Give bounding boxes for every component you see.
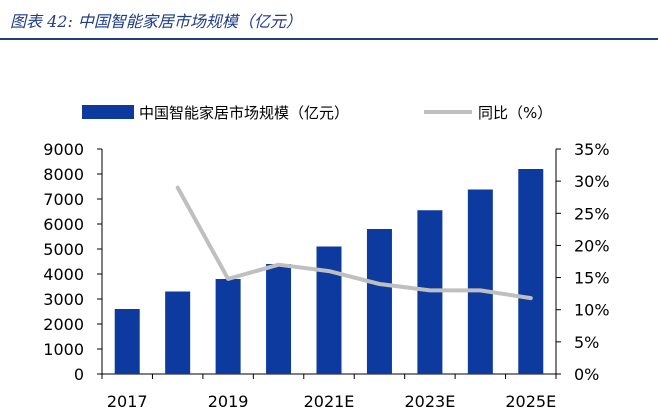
left-axis-tick-label: 3000 [43, 290, 84, 309]
bar-2021E [316, 246, 342, 374]
legend-bar-swatch [82, 105, 134, 119]
yoy-line [175, 185, 533, 301]
yoy-point-2022E [378, 283, 380, 285]
left-axis-tick-label: 2000 [43, 315, 84, 334]
yoy-point-2019 [227, 278, 229, 280]
bar-2020 [266, 264, 292, 374]
left-axis-tick-label: 8000 [43, 165, 84, 184]
yoy-point-2023E [429, 289, 431, 291]
yoy-point-2021E [328, 270, 330, 272]
right-axis-tick-label: 25% [574, 204, 610, 223]
right-axis-tick-label: 0% [574, 365, 599, 384]
yoy-point-2025E [530, 297, 532, 299]
left-axis-tick-label: 1000 [43, 340, 84, 359]
x-axis-tick-label: 2017 [107, 392, 148, 411]
right-axis-tick-label: 30% [574, 172, 610, 191]
right-axis-tick-label: 5% [574, 333, 599, 352]
yoy-point-2020 [278, 264, 280, 266]
left-axis-tick-label: 4000 [43, 265, 84, 284]
right-axis-tick-label: 10% [574, 301, 610, 320]
right-axis-tick-label: 15% [574, 269, 610, 288]
left-axis-tick-label: 7000 [43, 190, 84, 209]
bar-2024E [467, 189, 493, 374]
x-axis-tick-label: 2019 [208, 392, 249, 411]
x-axis-tick-label: 2021E [304, 392, 355, 411]
legend-bar-label: 中国智能家居市场规模（亿元） [139, 104, 349, 122]
bar-2025E [518, 169, 544, 374]
right-axis-tick-label: 35% [574, 140, 610, 159]
yoy-point-2018 [177, 187, 179, 189]
left-axis-tick-label: 9000 [43, 140, 84, 159]
right-axis-tick-label: 20% [574, 236, 610, 255]
bar-2017 [114, 309, 140, 374]
legend-line-label: 同比（%） [478, 104, 552, 122]
bar-2018 [165, 291, 191, 374]
bar-2022E [366, 229, 392, 374]
bar-2019 [215, 279, 241, 374]
yoy-point-2024E [479, 289, 481, 291]
x-axis-tick-label: 2025E [505, 392, 556, 411]
figure-header: 图表 42: 中国智能家居市场规模（亿元） [0, 0, 658, 42]
left-axis-tick-label: 0 [74, 365, 84, 384]
figure-title: 图表 42: 中国智能家居市场规模（亿元） [10, 12, 302, 31]
x-axis-tick-label: 2023E [404, 392, 455, 411]
left-axis-tick-label: 6000 [43, 215, 84, 234]
header-rule [0, 38, 658, 40]
left-axis-tick-label: 5000 [43, 240, 84, 259]
